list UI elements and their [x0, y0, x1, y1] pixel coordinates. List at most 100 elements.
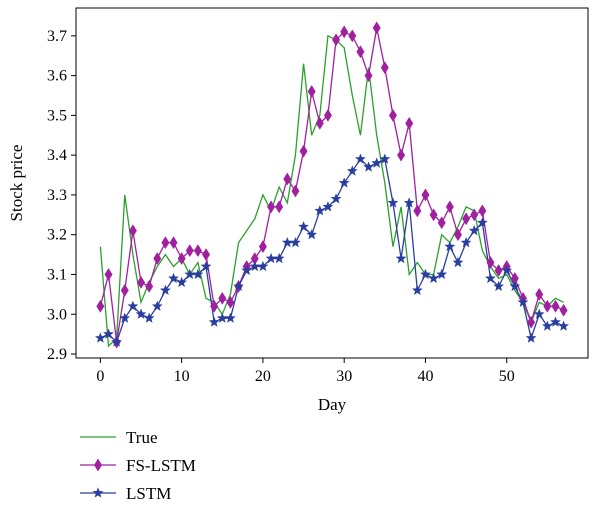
data-point-lstm: [346, 165, 358, 176]
data-point-lstm: [509, 280, 521, 292]
x-tick-label: 40: [417, 368, 433, 385]
data-point-lstm: [330, 193, 342, 204]
data-point-fs-lstm: [535, 287, 544, 301]
data-point-lstm: [379, 153, 391, 164]
data-point-lstm: [241, 264, 253, 276]
y-tick-label: 3.7: [47, 28, 67, 45]
data-point-fs-lstm: [340, 25, 349, 39]
legend-label-true: True: [126, 428, 158, 447]
data-point-fs-lstm: [332, 33, 341, 47]
data-point-fs-lstm: [413, 204, 422, 218]
data-point-fs-lstm: [388, 108, 397, 122]
x-tick-label: 0: [96, 368, 104, 385]
legend-marker-fs-lstm: [93, 458, 103, 472]
data-point-fs-lstm: [283, 172, 292, 186]
data-point-fs-lstm: [185, 244, 194, 258]
data-point-fs-lstm: [299, 144, 308, 158]
data-point-lstm: [233, 280, 245, 292]
data-point-fs-lstm: [527, 315, 536, 329]
data-point-lstm: [444, 240, 456, 252]
data-point-lstm: [436, 268, 448, 280]
data-point-fs-lstm: [210, 299, 219, 313]
y-tick-label: 3.3: [47, 187, 67, 204]
data-point-lstm: [354, 153, 366, 164]
data-point-fs-lstm: [226, 295, 235, 309]
data-point-fs-lstm: [120, 283, 129, 297]
data-point-lstm: [281, 236, 293, 248]
data-point-fs-lstm: [137, 275, 146, 289]
y-tick-label: 3.6: [47, 68, 67, 85]
data-point-fs-lstm: [462, 212, 471, 226]
axis-ticks: 0 10 20 30 40 50 2.9 3.0 3.1 3.2 3.3 3.4 3.5 3.6 3.7: [47, 28, 515, 385]
data-point-lstm: [306, 228, 318, 240]
y-tick-label: 3.1: [47, 266, 67, 283]
data-point-lstm: [493, 280, 505, 292]
data-point-lstm: [387, 197, 399, 208]
data-point-lstm: [460, 236, 472, 248]
data-point-lstm: [200, 260, 212, 272]
data-point-fs-lstm: [543, 299, 552, 313]
y-tick-label: 3.5: [47, 107, 67, 124]
data-point-fs-lstm: [128, 224, 137, 238]
data-point-fs-lstm: [96, 299, 105, 313]
data-point-lstm: [419, 268, 431, 280]
data-point-fs-lstm: [494, 264, 503, 277]
data-point-lstm: [550, 316, 561, 327]
data-point-lstm: [403, 197, 415, 208]
data-point-fs-lstm: [202, 248, 211, 262]
data-point-lstm: [273, 252, 285, 264]
y-tick-label: 3.0: [47, 306, 67, 323]
data-point-lstm: [395, 252, 407, 264]
data-point-fs-lstm: [153, 252, 162, 266]
data-point-lstm: [127, 300, 139, 311]
data-point-lstm: [192, 268, 204, 280]
y-tick-label: 2.9: [47, 346, 67, 363]
data-point-fs-lstm: [486, 256, 495, 270]
data-point-fs-lstm: [348, 29, 357, 43]
data-point-fs-lstm: [145, 279, 154, 293]
data-point-lstm: [314, 205, 326, 216]
data-point-lstm: [111, 336, 123, 347]
data-point-lstm: [168, 272, 180, 284]
data-point-lstm: [257, 260, 269, 272]
y-axis-label: Stock price: [7, 145, 26, 222]
data-point-fs-lstm: [356, 45, 365, 59]
series-line-true: [99, 34, 564, 348]
legend: True FS-LSTM LSTM: [80, 428, 196, 503]
data-point-fs-lstm: [104, 268, 113, 281]
data-point-lstm: [468, 224, 480, 236]
data-point-lstm: [533, 308, 545, 319]
data-point-lstm: [176, 276, 188, 288]
data-point-fs-lstm: [372, 21, 381, 35]
data-point-fs-lstm: [323, 108, 332, 122]
data-point-lstm: [501, 264, 513, 276]
data-point-lstm: [558, 320, 570, 331]
data-point-fs-lstm: [258, 240, 267, 254]
series-lines: [99, 27, 564, 348]
data-point-fs-lstm: [193, 244, 202, 258]
data-point-fs-lstm: [429, 208, 438, 222]
data-point-lstm: [371, 157, 383, 168]
data-point-lstm: [119, 312, 131, 323]
legend-marker-lstm: [92, 487, 104, 498]
data-point-lstm: [452, 256, 464, 268]
data-point-lstm: [103, 328, 114, 339]
data-point-fs-lstm: [177, 252, 186, 266]
data-point-fs-lstm: [169, 236, 178, 250]
data-point-fs-lstm: [478, 204, 487, 218]
data-point-fs-lstm: [291, 184, 300, 198]
data-point-lstm: [224, 312, 236, 323]
data-point-fs-lstm: [470, 208, 479, 222]
data-point-lstm: [151, 300, 163, 311]
legend-label-fs-lstm: FS-LSTM: [126, 456, 196, 475]
data-point-lstm: [208, 316, 220, 327]
data-point-fs-lstm: [315, 116, 324, 130]
x-tick-label: 30: [336, 368, 352, 385]
data-point-lstm: [322, 201, 334, 212]
data-point-fs-lstm: [559, 303, 568, 317]
data-point-lstm: [338, 177, 350, 188]
x-axis-label: Day: [318, 395, 347, 414]
data-point-fs-lstm: [267, 200, 276, 214]
data-point-lstm: [289, 236, 301, 248]
